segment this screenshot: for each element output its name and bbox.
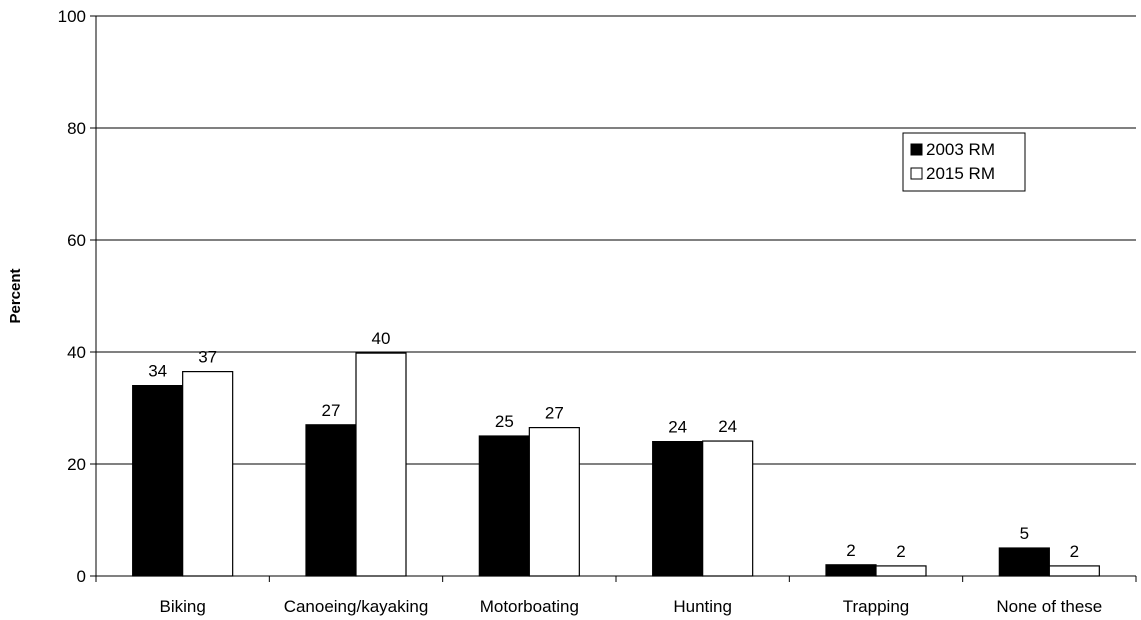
- bars: [132, 352, 1100, 577]
- bar-2015: [1048, 565, 1100, 577]
- bar-2015: [875, 565, 927, 577]
- y-axis-label: Percent: [7, 268, 24, 323]
- x-category-label: Biking: [160, 597, 206, 616]
- bar-2015: [528, 427, 580, 577]
- x-category-label: None of these: [996, 597, 1102, 616]
- legend-swatch-2003: [910, 143, 923, 156]
- x-axis: Biking Canoeing/kayaking Motorboating Hunti…: [95, 575, 1137, 616]
- x-category-label: Trapping: [843, 597, 909, 616]
- bar-2003: [305, 424, 357, 577]
- x-category-label: Motorboating: [480, 597, 579, 616]
- legend-label-2015: 2015 RM: [926, 164, 995, 183]
- data-label: 2: [896, 542, 905, 561]
- y-tick-label: 80: [67, 119, 86, 138]
- data-label: 34: [148, 362, 167, 381]
- data-label: 27: [322, 401, 341, 420]
- data-label: 24: [668, 418, 687, 437]
- bar-2003: [825, 564, 877, 577]
- gridlines: [96, 15, 1136, 465]
- bar-2015: [182, 371, 234, 577]
- y-axis: 0 20 40 60 80 100: [58, 7, 97, 586]
- legend: 2003 RM 2015 RM: [902, 132, 1026, 192]
- data-label: 37: [198, 348, 217, 367]
- data-label: 27: [545, 404, 564, 423]
- y-tick-label: 40: [67, 343, 86, 362]
- bar-2015: [702, 440, 754, 577]
- x-category-label: Canoeing/kayaking: [284, 597, 429, 616]
- bar-2015: [355, 352, 407, 577]
- x-category-label: Hunting: [673, 597, 732, 616]
- y-tick-label: 100: [58, 7, 86, 26]
- y-tick-label: 20: [67, 455, 86, 474]
- data-label: 5: [1020, 524, 1029, 543]
- legend-box: [902, 132, 1026, 192]
- legend-swatch-2015: [910, 167, 923, 180]
- bar-2003: [998, 547, 1050, 577]
- bar-2003: [652, 441, 704, 577]
- data-label: 24: [718, 417, 737, 436]
- bar-2003: [478, 435, 530, 577]
- y-tick-label: 60: [67, 231, 86, 250]
- data-label: 40: [372, 329, 391, 348]
- legend-label-2003: 2003 RM: [926, 140, 995, 159]
- data-label: 2: [1070, 542, 1079, 561]
- data-label: 2: [846, 541, 855, 560]
- bar-2003: [132, 385, 184, 577]
- data-label: 25: [495, 412, 514, 431]
- y-tick-label: 0: [77, 567, 86, 586]
